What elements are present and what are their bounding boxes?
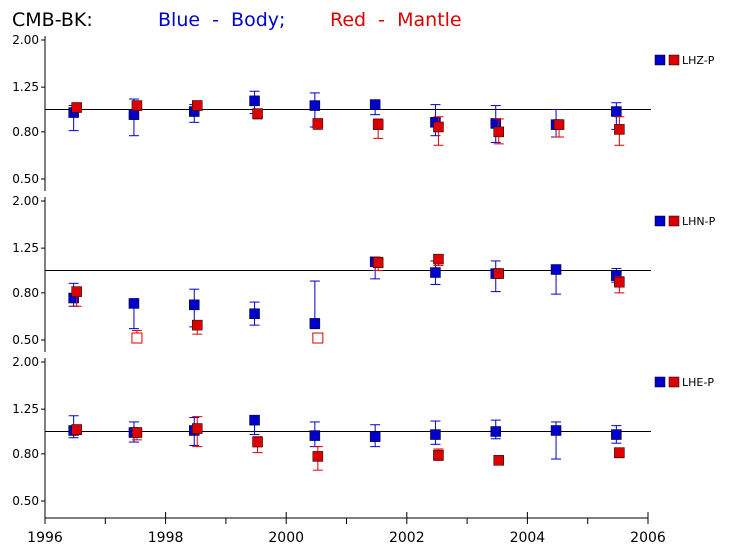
data-point-body [309,430,321,441]
x-axis: 1996 1998 2000 2002 2004 2006 [27,512,666,546]
chart-title-prefix: CMB-BK: [12,9,93,31]
x-tick-label: 2006 [630,530,666,546]
x-tick-label: 2000 [268,530,304,546]
data-point-body [249,414,260,426]
data-point-body [189,299,200,311]
data-point-mantle [192,319,203,331]
data-point-mantle [192,423,203,434]
data-point-body [369,99,381,110]
y-tick-label: 2.00 [12,33,39,47]
data-point-mantle [312,118,324,129]
x-tick-label: 2002 [389,530,425,546]
data-point-mantle [493,268,504,279]
y-tick-label: 2.00 [12,355,39,369]
data-point-body [611,106,622,117]
data-point-mantle [433,121,444,133]
data-point-mantle [131,332,143,344]
data-point-body [249,308,260,319]
y-tick-label: 0.80 [12,447,39,461]
data-point-body [128,109,140,120]
y-tick-label: 0.50 [12,494,39,508]
data-point-body [249,95,260,107]
y-tick-label: 1.25 [12,80,39,94]
data-point-mantle [71,102,82,113]
data-point-mantle [131,427,143,438]
data-point-mantle [312,332,324,344]
series-body [68,256,622,330]
data-point-mantle [252,436,263,448]
data-point-mantle [493,126,504,138]
series-mantle [71,100,625,146]
legend-mantle-marker [668,376,680,388]
legend-body-marker [654,215,666,227]
data-point-mantle [71,424,82,435]
y-tick-label: 1.25 [12,241,39,255]
data-point-body [309,100,321,111]
data-point-mantle [312,451,324,462]
data-point-mantle [372,119,384,130]
panel-lhe-p: 2.00 1.25 0.80 0.50 LHE-P [12,355,714,513]
data-point-mantle [433,253,444,265]
x-tick-label: 1996 [27,530,63,546]
data-point-body [550,425,562,436]
panel-lhz-p: 2.00 1.25 0.80 0.50 LHZ-P [12,33,715,191]
legend-body-marker [654,54,666,66]
legend-mantle-marker [668,54,680,66]
data-point-body [309,318,321,329]
data-point-mantle [614,124,625,135]
data-point-mantle [493,455,504,466]
data-point-body [490,426,501,437]
y-tick-label: 1.25 [12,402,39,416]
series-body [68,90,622,143]
data-point-mantle [192,100,203,111]
data-point-mantle [614,276,625,288]
series-mantle [71,416,625,471]
chart-title-body: Blue - Body; [158,9,285,31]
data-point-mantle [614,447,625,458]
x-tick-label: 2004 [510,530,546,546]
data-point-mantle [252,108,263,119]
y-tick-label: 2.00 [12,194,39,208]
legend-body-marker [654,376,666,388]
data-point-mantle [553,119,565,130]
chart-panels: 2.00 1.25 0.80 0.50 LHZ-P 2.00 1.25 0.80 0.50 LHN… [12,33,716,513]
x-tick-label: 1998 [148,530,184,546]
data-point-body [430,267,441,278]
y-tick-label: 0.50 [12,172,39,186]
chart-title-mantle: Red - Mantle [330,9,462,31]
panel-lhn-p: 2.00 1.25 0.80 0.50 LHN-P [12,194,716,352]
panel-label: LHE-P [682,376,714,389]
data-point-mantle [372,257,384,269]
data-point-body [369,431,381,442]
y-tick-label: 0.80 [12,286,39,300]
data-point-mantle [433,449,444,461]
data-point-mantle [131,100,143,111]
y-tick-label: 0.80 [12,125,39,139]
series-body [68,414,622,460]
legend-mantle-marker [668,215,680,227]
data-point-body [128,298,140,309]
series-mantle [71,253,625,344]
panel-label: LHZ-P [682,54,715,67]
panel-label: LHN-P [682,215,716,228]
data-point-body [430,429,441,440]
data-point-body [550,264,562,275]
y-tick-label: 0.50 [12,333,39,347]
data-point-body [611,429,622,440]
data-point-mantle [71,286,82,297]
